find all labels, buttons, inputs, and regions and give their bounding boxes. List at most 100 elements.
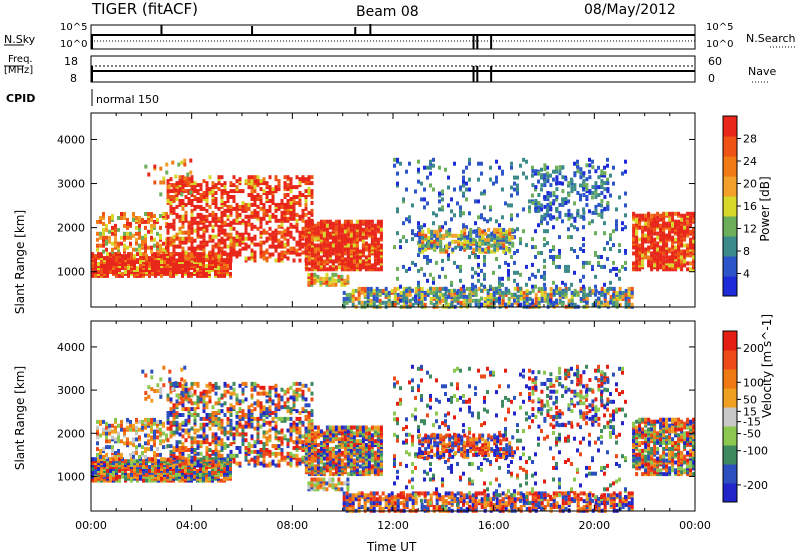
radar-cell bbox=[223, 189, 227, 194]
radar-cell bbox=[396, 286, 400, 291]
radar-cell bbox=[534, 199, 538, 203]
radar-cell bbox=[369, 292, 373, 297]
radar-cell bbox=[181, 183, 185, 188]
radar-cell bbox=[130, 457, 133, 462]
radar-cell bbox=[433, 239, 437, 244]
radar-cell bbox=[172, 234, 176, 239]
radar-cell bbox=[367, 243, 371, 248]
radar-cell bbox=[96, 419, 99, 424]
radar-cell bbox=[510, 292, 514, 297]
radar-cell bbox=[508, 237, 512, 242]
cpid-value: normal 150 bbox=[96, 93, 160, 106]
radar-cell bbox=[184, 457, 187, 462]
radar-cell bbox=[202, 206, 206, 211]
radar-cell bbox=[396, 181, 399, 186]
radar-cell bbox=[214, 457, 217, 462]
radar-cell bbox=[105, 435, 108, 440]
radar-cell bbox=[426, 288, 430, 293]
radar-cell bbox=[624, 225, 627, 230]
radar-cell bbox=[573, 216, 577, 221]
radar-cell bbox=[438, 286, 442, 291]
radar-cell bbox=[190, 401, 194, 406]
radar-cell bbox=[217, 232, 221, 237]
radar-cell bbox=[609, 286, 612, 291]
radar-cell bbox=[447, 294, 450, 299]
radar-cell bbox=[502, 227, 506, 232]
radar-cell bbox=[588, 286, 591, 291]
radar-cell bbox=[208, 256, 212, 261]
radar-cell bbox=[166, 438, 170, 443]
nsky-tick-bottom: 10^0 bbox=[60, 39, 88, 50]
radar-cell bbox=[220, 236, 224, 241]
radar-cell bbox=[102, 227, 105, 232]
radar-cell bbox=[549, 300, 553, 305]
radar-cell bbox=[187, 256, 191, 261]
radar-cell bbox=[677, 237, 681, 242]
radar-cell bbox=[582, 173, 585, 178]
radar-cell bbox=[105, 445, 108, 450]
radar-cell bbox=[184, 254, 187, 259]
radar-cell bbox=[507, 296, 511, 301]
radar-cell bbox=[178, 270, 181, 274]
radar-cell bbox=[292, 195, 296, 199]
radar-cell bbox=[453, 290, 457, 295]
radar-cell bbox=[594, 251, 597, 255]
radar-cell bbox=[447, 253, 450, 257]
radar-cell bbox=[157, 252, 160, 257]
radar-cell bbox=[612, 229, 615, 234]
radar-cell bbox=[462, 179, 465, 184]
radar-cell bbox=[187, 220, 191, 225]
radar-cell bbox=[184, 387, 188, 392]
radar-cell bbox=[624, 249, 627, 253]
radar-cell bbox=[665, 211, 669, 216]
radar-cell bbox=[108, 423, 111, 428]
radar-cell bbox=[307, 210, 311, 215]
radar-cell bbox=[190, 199, 194, 203]
radar-cell bbox=[588, 260, 591, 265]
radar-cell bbox=[680, 217, 684, 222]
radar-cell bbox=[573, 225, 576, 230]
radar-cell bbox=[510, 255, 513, 259]
radar-cell bbox=[567, 193, 571, 197]
radar-cell bbox=[304, 177, 308, 182]
radar-cell bbox=[606, 201, 610, 205]
radar-cell bbox=[435, 294, 439, 299]
radar-cell bbox=[105, 421, 108, 426]
radar-cell bbox=[582, 249, 585, 253]
radar-cell bbox=[483, 262, 486, 267]
radar-cell bbox=[175, 414, 179, 419]
radar-cell bbox=[379, 219, 383, 224]
radar-cell bbox=[232, 195, 236, 199]
radar-cell bbox=[190, 193, 194, 197]
radar-cell bbox=[217, 238, 221, 243]
radar-cell bbox=[166, 195, 170, 199]
radar-cell bbox=[399, 284, 402, 289]
radar-cell bbox=[196, 399, 200, 404]
radar-cell bbox=[193, 428, 197, 433]
radar-cell bbox=[196, 252, 199, 257]
radar-cell bbox=[196, 230, 200, 235]
radar-cell bbox=[421, 235, 425, 240]
radar-cell bbox=[680, 259, 684, 264]
radar-cell bbox=[178, 401, 182, 406]
radar-cell bbox=[120, 439, 123, 444]
radar-cell bbox=[519, 286, 522, 291]
radar-cell bbox=[114, 429, 117, 434]
radar-cell bbox=[420, 197, 423, 202]
radar-cell bbox=[680, 249, 684, 254]
radar-cell bbox=[597, 185, 601, 190]
radar-cell bbox=[247, 175, 251, 180]
radar-cell bbox=[558, 210, 562, 215]
radar-cell bbox=[499, 227, 503, 232]
radar-cell bbox=[250, 181, 254, 186]
radar-cell bbox=[247, 202, 251, 207]
radar-cell bbox=[543, 270, 546, 275]
radar-cell bbox=[129, 231, 132, 236]
radar-cell bbox=[178, 432, 182, 437]
radar-cell bbox=[325, 219, 329, 224]
radar-cell bbox=[570, 189, 574, 194]
radar-cell bbox=[417, 292, 421, 297]
radar-cell bbox=[465, 286, 469, 291]
radar-cell bbox=[463, 239, 467, 244]
radar-cell bbox=[199, 397, 203, 402]
